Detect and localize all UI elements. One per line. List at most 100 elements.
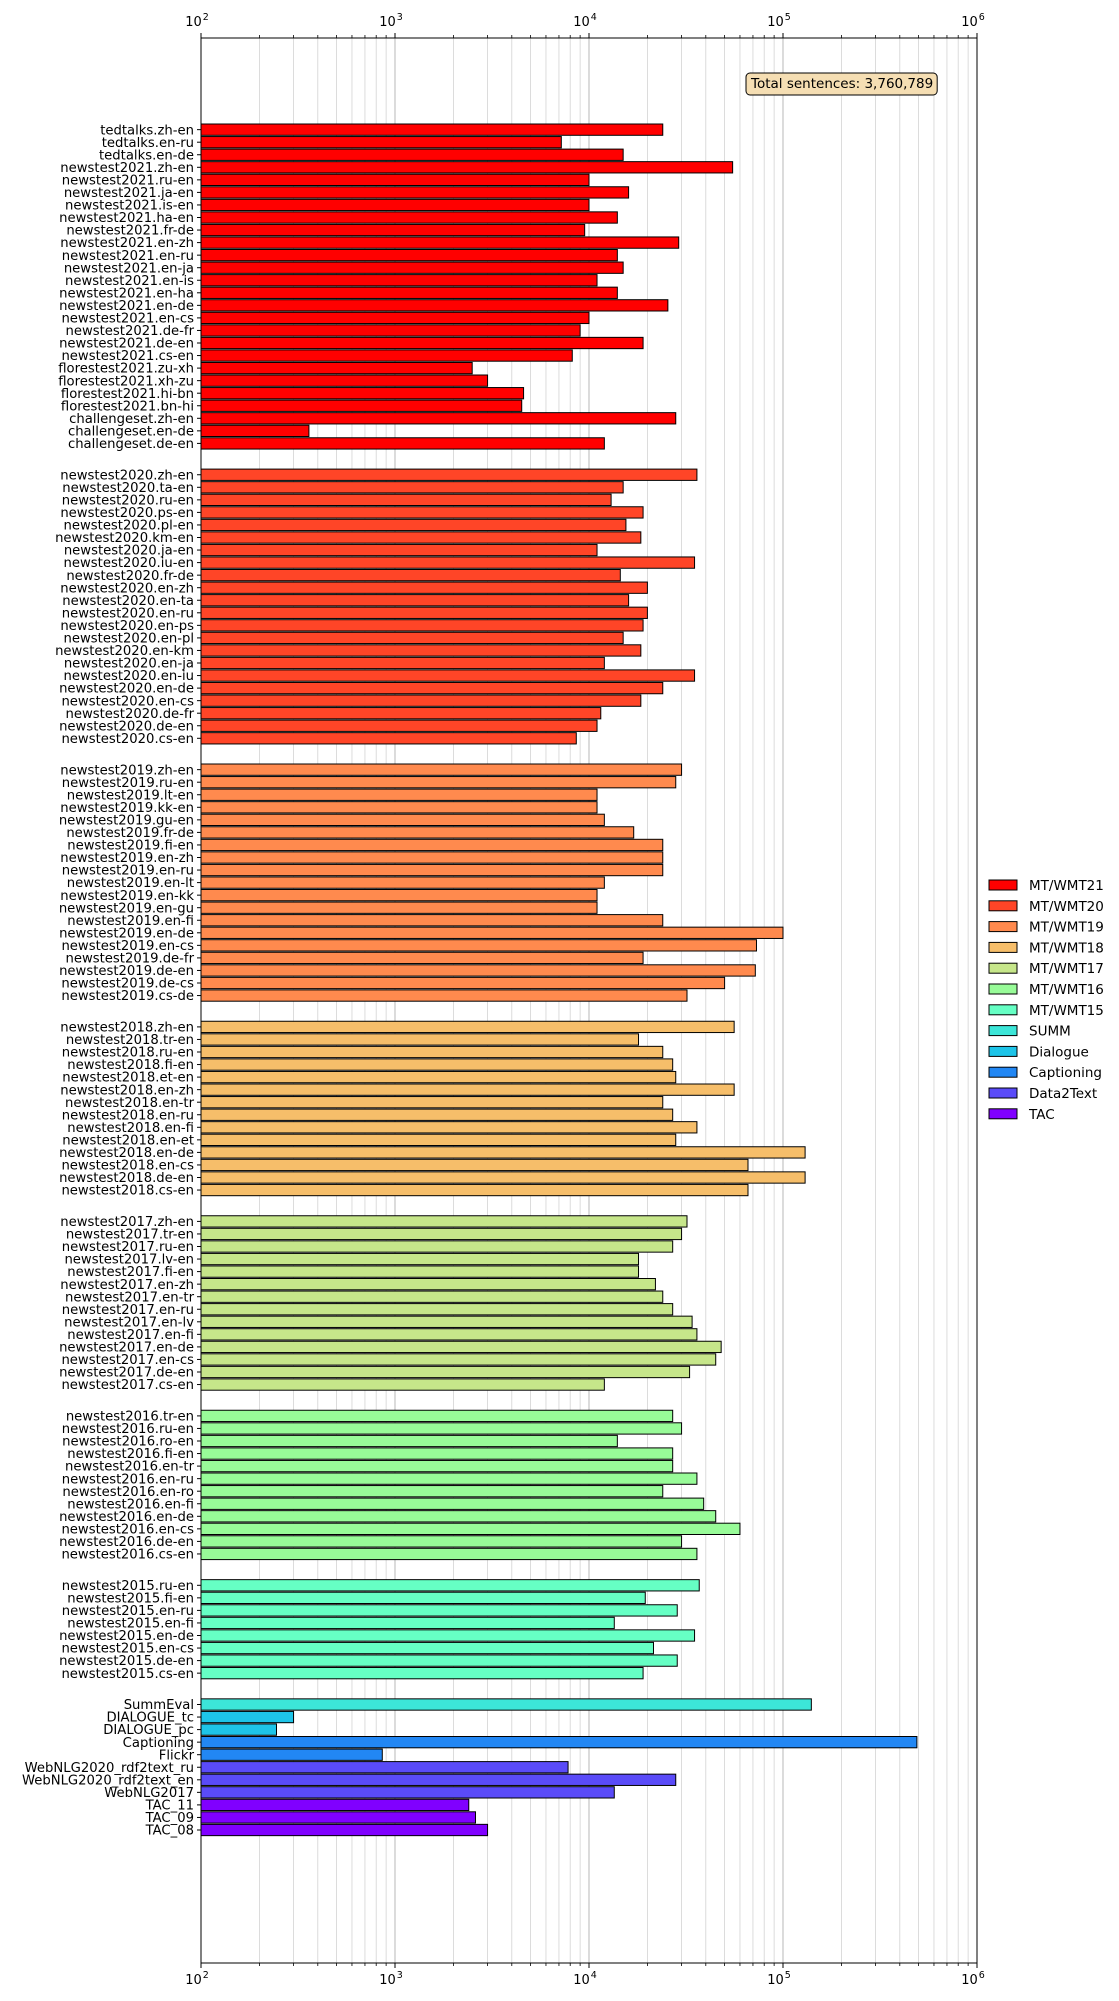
bar bbox=[200, 1698, 812, 1711]
category-label: newstest2021.en-ha bbox=[59, 286, 194, 301]
bar bbox=[200, 1591, 646, 1604]
bar bbox=[200, 1434, 618, 1448]
category-label: newstest2018.en-de bbox=[59, 1146, 194, 1161]
bar bbox=[200, 311, 590, 325]
bar bbox=[200, 1786, 615, 1799]
category-label: florestest2021.bn-hi bbox=[61, 399, 194, 414]
x-tick-label: 103 bbox=[379, 12, 403, 30]
x-tick-label: 102 bbox=[185, 1970, 209, 1988]
category-label: newstest2021.is-en bbox=[65, 199, 194, 214]
category-label: newstest2018.tr-en bbox=[66, 1033, 194, 1048]
bar bbox=[200, 249, 618, 262]
bar bbox=[200, 424, 310, 438]
bar bbox=[200, 1485, 664, 1498]
bar bbox=[200, 876, 605, 889]
category-label: newstest2017.en-de bbox=[59, 1341, 194, 1356]
bar bbox=[200, 644, 642, 657]
bar bbox=[200, 1641, 654, 1655]
category-label: newstest2015.en-cs bbox=[61, 1642, 194, 1657]
bar bbox=[200, 1654, 678, 1667]
annotation-text: Total sentences: 3,760,789 bbox=[750, 76, 933, 92]
category-label: newstest2019.gu-en bbox=[59, 813, 194, 828]
category-label: newstest2017.en-cs bbox=[61, 1353, 194, 1368]
bar bbox=[200, 889, 598, 902]
x-tick-label: 105 bbox=[767, 1970, 791, 1988]
bar bbox=[200, 901, 598, 914]
bar bbox=[200, 1773, 677, 1786]
legend-label: Captioning bbox=[1029, 1065, 1102, 1081]
bar bbox=[200, 481, 624, 494]
bar bbox=[200, 493, 612, 507]
bar bbox=[200, 286, 618, 299]
category-label: DIALOGUE_tc bbox=[106, 1711, 194, 1726]
category-label: newstest2017.en-fi bbox=[67, 1328, 194, 1343]
bar bbox=[200, 1378, 605, 1391]
bar bbox=[200, 211, 618, 224]
category-label: newstest2020.km-en bbox=[55, 531, 194, 546]
legend-swatch bbox=[988, 941, 1018, 953]
legend-swatch bbox=[988, 1066, 1018, 1078]
legend-swatch bbox=[988, 962, 1018, 974]
category-label: newstest2019.en-zh bbox=[60, 851, 194, 866]
bar bbox=[200, 518, 627, 532]
bar bbox=[200, 569, 621, 582]
bar bbox=[200, 236, 680, 249]
category-label: tedtalks.en-ru bbox=[102, 136, 194, 151]
bar bbox=[200, 556, 696, 569]
bar bbox=[200, 161, 734, 174]
bar bbox=[200, 926, 784, 939]
bar bbox=[200, 619, 644, 632]
category-label: newstest2017.lv-en bbox=[64, 1253, 194, 1268]
bar bbox=[200, 1096, 664, 1109]
x-tick-label: 103 bbox=[379, 1970, 403, 1988]
bar bbox=[200, 1365, 691, 1379]
bar bbox=[200, 531, 642, 544]
bar bbox=[200, 1459, 674, 1473]
legend-swatch bbox=[988, 1004, 1018, 1016]
legend-swatch bbox=[988, 921, 1018, 933]
category-label: newstest2020.en-iu bbox=[64, 669, 194, 684]
bar bbox=[200, 1083, 735, 1096]
bar bbox=[200, 374, 489, 387]
category-label: newstest2020.en-ru bbox=[62, 606, 194, 621]
category-label: newstest2020.ta-en bbox=[62, 481, 194, 496]
category-label: WebNLG2017 bbox=[104, 1786, 194, 1801]
bar bbox=[200, 361, 473, 375]
bar bbox=[200, 1710, 295, 1724]
category-label: tedtalks.en-de bbox=[99, 148, 194, 163]
category-label: TAC_11 bbox=[145, 1799, 194, 1814]
category-label: newstest2018.cs-en bbox=[61, 1184, 194, 1199]
legend-swatch bbox=[988, 900, 1018, 912]
category-label: newstest2021.de-fr bbox=[65, 324, 194, 339]
category-label: newstest2020.cs-en bbox=[61, 732, 194, 747]
bar bbox=[200, 1761, 569, 1774]
bar bbox=[200, 173, 590, 186]
bar bbox=[200, 581, 648, 594]
category-label: newstest2021.en-ru bbox=[62, 249, 194, 264]
bar bbox=[200, 1265, 640, 1278]
category-label: TAC_08 bbox=[145, 1824, 194, 1839]
bar bbox=[200, 399, 523, 412]
category-label: newstest2019.en-cs bbox=[61, 939, 194, 954]
category-label: newstest2020.ps-en bbox=[60, 506, 194, 521]
bar bbox=[200, 299, 669, 312]
category-label: newstest2021.cs-en bbox=[61, 349, 194, 364]
category-label: newstest2017.en-lv bbox=[64, 1315, 194, 1330]
bar bbox=[200, 631, 624, 645]
category-label: newstest2015.de-en bbox=[59, 1654, 194, 1669]
category-label: newstest2019.fi-en bbox=[67, 839, 194, 854]
category-label: newstest2017.cs-en bbox=[61, 1378, 194, 1393]
bar bbox=[200, 863, 664, 877]
bar bbox=[200, 1811, 477, 1824]
bar bbox=[200, 1604, 678, 1617]
legend-label: MT/WMT18 bbox=[1029, 940, 1104, 956]
category-label: newstest2020.pl-en bbox=[64, 519, 194, 534]
bar bbox=[200, 223, 586, 237]
bar bbox=[200, 914, 664, 927]
legend-label: MT/WMT20 bbox=[1029, 899, 1104, 915]
bar bbox=[200, 1278, 656, 1291]
category-label: newstest2019.en-gu bbox=[59, 901, 194, 916]
bar bbox=[200, 732, 577, 745]
category-label: TAC_09 bbox=[145, 1811, 194, 1826]
legend-swatch bbox=[988, 1045, 1018, 1057]
